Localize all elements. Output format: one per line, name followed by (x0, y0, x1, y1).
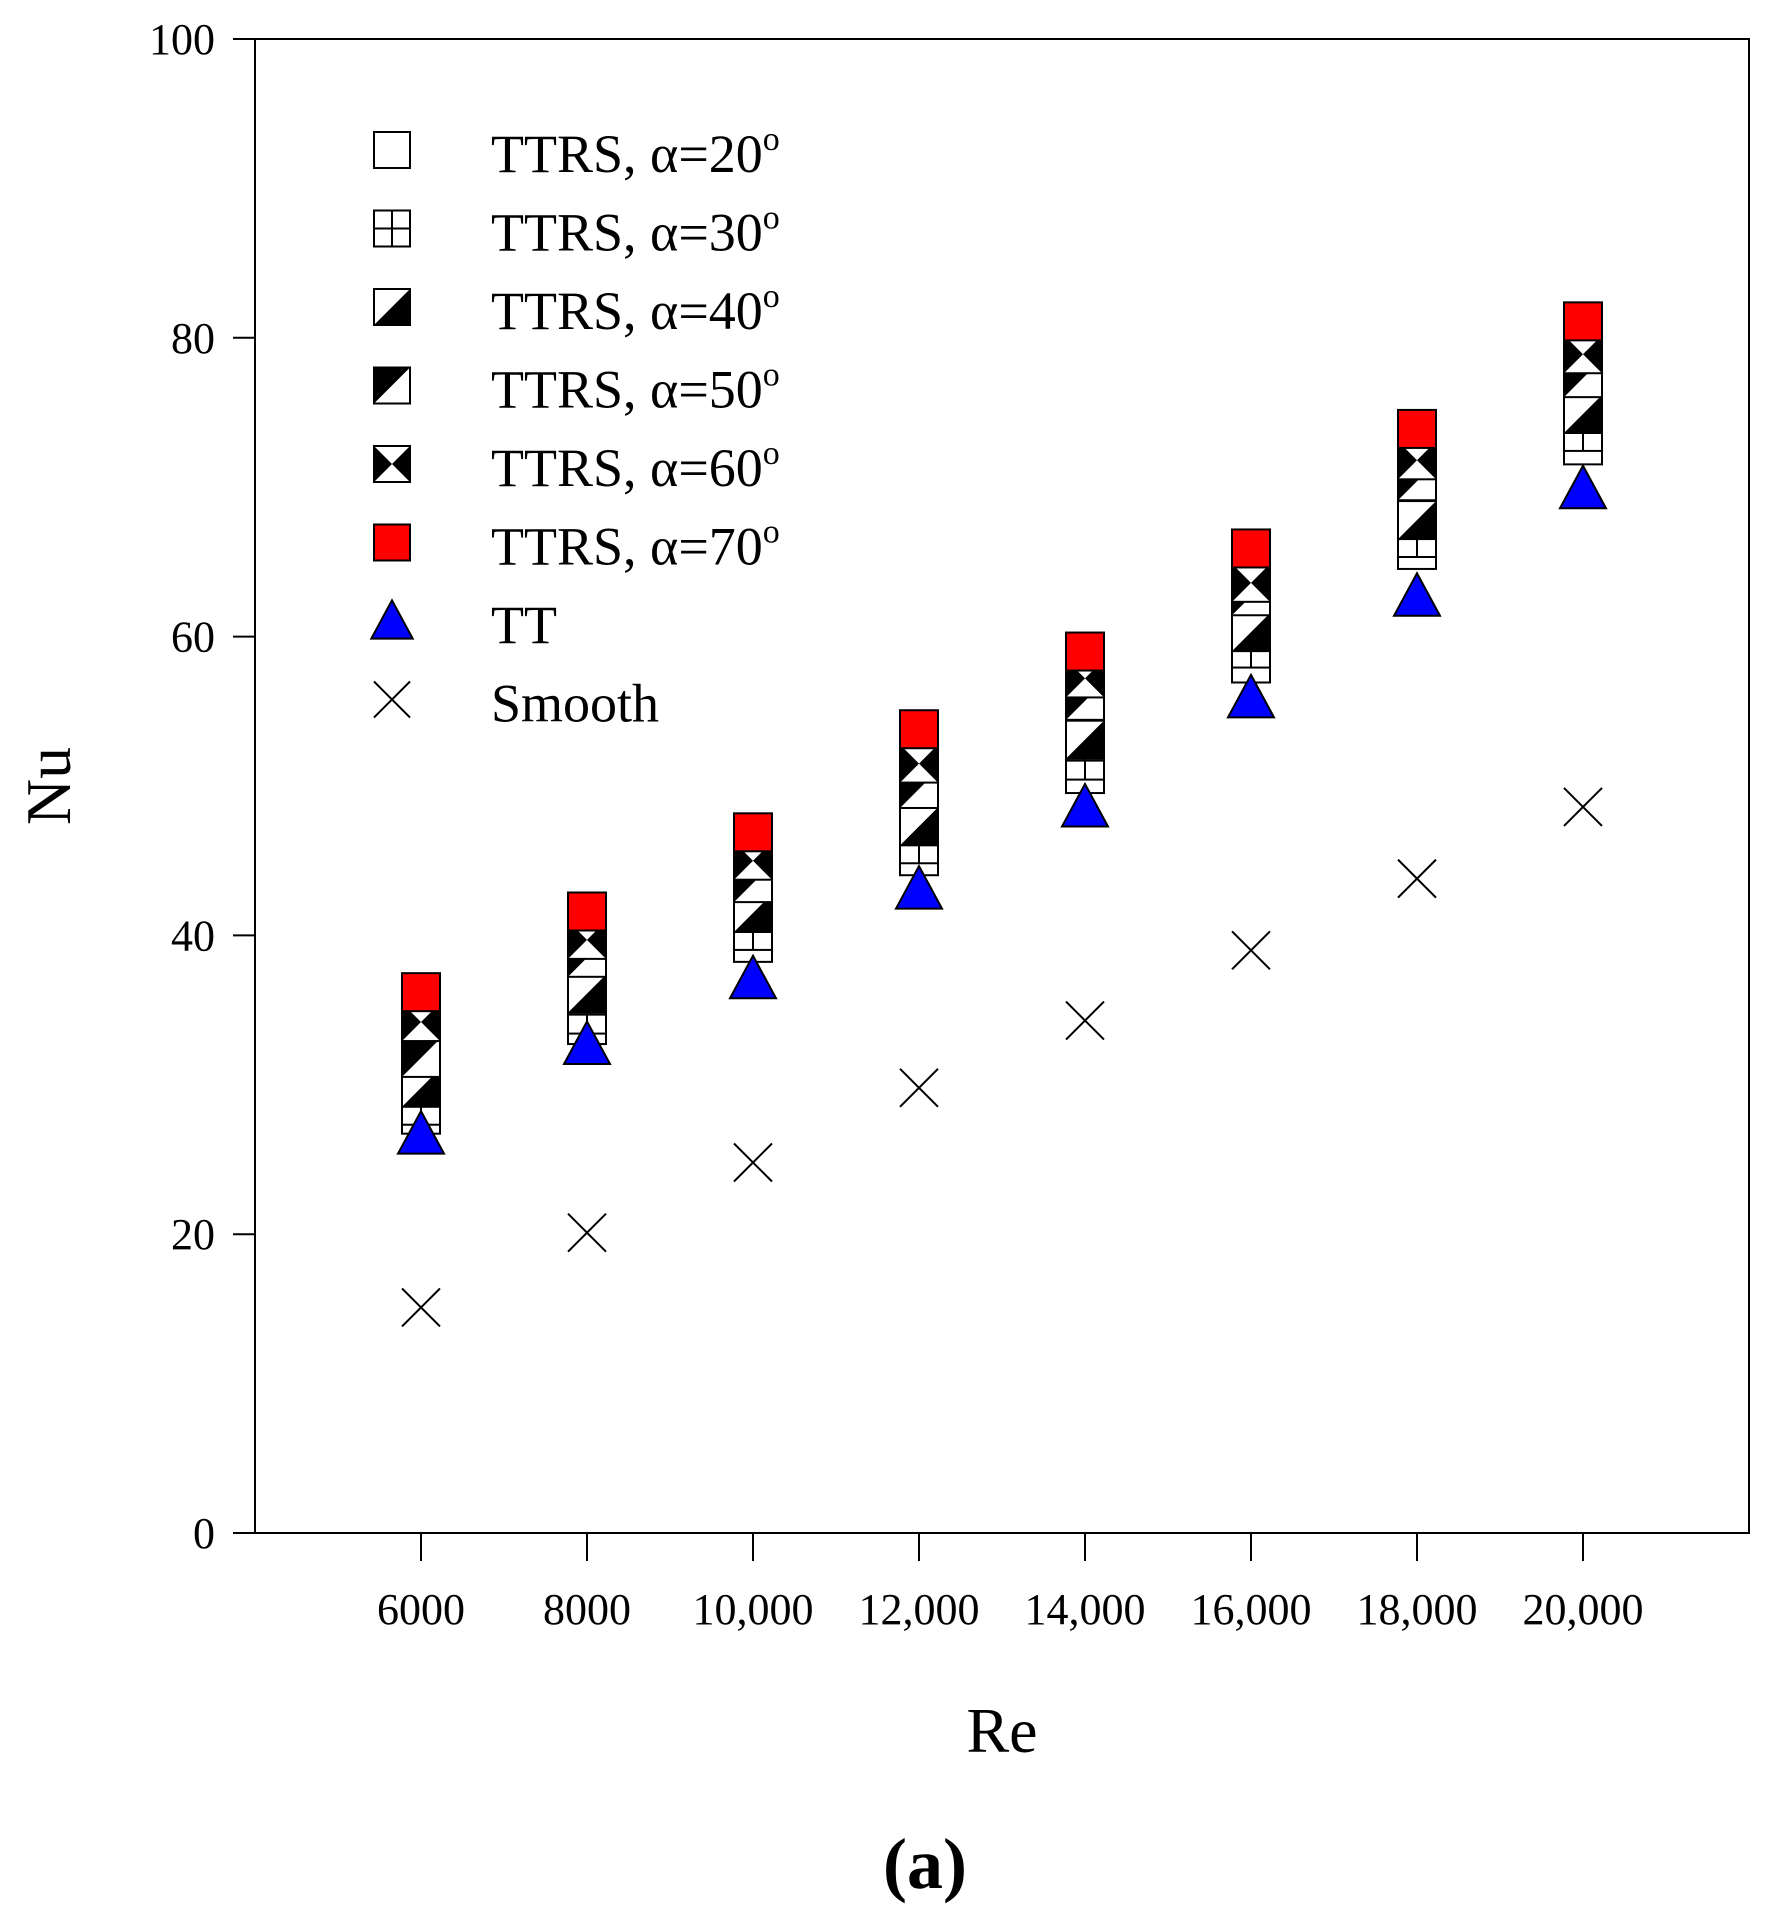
x-tick-label: 12,000 (859, 1585, 980, 1634)
legend-label-superscript: o (763, 278, 780, 315)
x-tick-label: 6000 (377, 1585, 465, 1634)
legend-label: Smooth (491, 674, 659, 734)
data-point (899, 806, 939, 847)
data-point (401, 1287, 441, 1328)
figure-caption: (a) (883, 1824, 967, 1904)
legend-label-text: TTRS, α=60 (491, 438, 763, 498)
legend-marker (373, 288, 411, 326)
data-point (733, 812, 773, 853)
data-point (1231, 930, 1271, 971)
legend-label: TTRS, α=60o (491, 435, 780, 498)
data-point (1231, 612, 1271, 653)
y-tick-label: 0 (193, 1509, 215, 1558)
data-point (733, 1142, 773, 1183)
legend-label-text: TTRS, α=50 (491, 360, 763, 420)
data-point (1231, 562, 1271, 603)
legend-label-superscript: o (763, 357, 780, 394)
y-tick-label: 40 (171, 911, 215, 960)
y-axis-title: Nu (13, 747, 84, 825)
legend-label: TT (491, 595, 557, 655)
legend-label: TTRS, α=40o (491, 278, 780, 341)
data-point (899, 1068, 939, 1108)
x-tick-label: 8000 (543, 1585, 631, 1634)
legend-label-text: TTRS, α=30 (491, 203, 763, 263)
data-point (1558, 463, 1608, 510)
legend-label-text: TTRS, α=20 (491, 124, 763, 184)
data-point (1563, 393, 1603, 434)
data-point (401, 1037, 441, 1078)
legend-marker (373, 131, 411, 169)
data-point (1231, 528, 1271, 569)
legend-label: TTRS, α=20o (491, 121, 780, 184)
data-point (899, 743, 939, 784)
legend-label-text: TTRS, α=70 (491, 517, 763, 577)
data-point (1065, 719, 1105, 760)
x-tick-label: 16,000 (1191, 1585, 1312, 1634)
legend-marker (373, 366, 411, 405)
data-point (1563, 334, 1603, 375)
x-tick-label: 20,000 (1523, 1585, 1644, 1634)
data-point (567, 1212, 607, 1253)
data-point (1397, 858, 1437, 899)
data-point (1065, 1000, 1105, 1041)
data-point (562, 1019, 612, 1066)
data-point (1397, 408, 1437, 449)
x-axis: 6000 8000 10,000 12,000 14,000 16,000 18,000 20… (377, 1533, 1644, 1634)
legend-label-superscript: o (763, 514, 780, 551)
data-point (1563, 301, 1603, 342)
y-tick-label: 100 (149, 15, 215, 64)
data-point (894, 863, 944, 910)
legend-marker (373, 445, 411, 483)
data-point (1397, 500, 1437, 541)
series-x (401, 787, 1603, 1328)
data-point (1060, 781, 1110, 828)
x-tick-label: 18,000 (1357, 1585, 1478, 1634)
data-point (567, 891, 607, 932)
series-triangle (396, 463, 1608, 1155)
y-axis: 0 20 40 60 80 100 (149, 15, 255, 1558)
x-tick-label: 10,000 (693, 1585, 814, 1634)
data-point (1563, 787, 1603, 827)
legend-marker (373, 680, 411, 719)
x-axis-title: Re (966, 1695, 1037, 1766)
legend-marker (369, 598, 415, 640)
legend-marker (373, 523, 411, 562)
data-point (899, 709, 939, 750)
legend-label-superscript: o (763, 435, 780, 472)
data-point (401, 972, 441, 1013)
legend-label-superscript: o (763, 121, 780, 158)
plot-frame (254, 38, 1750, 1534)
series-square-half-br (401, 393, 1603, 1108)
data-point (567, 973, 607, 1014)
y-tick-label: 60 (171, 613, 215, 662)
y-tick-label: 20 (171, 1210, 215, 1259)
legend-label-text: TT (491, 595, 557, 655)
data-point (728, 953, 778, 1000)
legend-label-text: TTRS, α=40 (491, 281, 763, 341)
legend-label: TTRS, α=30o (491, 200, 780, 263)
legend-label: TTRS, α=70o (491, 514, 780, 577)
data-point (1392, 571, 1442, 617)
data-point (396, 1108, 446, 1155)
legend-label-text: Smooth (491, 674, 659, 734)
x-tick-label: 14,000 (1025, 1585, 1146, 1634)
data-point (1065, 631, 1105, 672)
legend-label-superscript: o (763, 200, 780, 237)
data-point (1226, 672, 1276, 719)
y-tick-label: 80 (171, 314, 215, 363)
data-points (396, 301, 1608, 1328)
legend-label: TTRS, α=50o (491, 357, 780, 420)
series-square-filled (401, 301, 1603, 1013)
legend-marker (373, 209, 411, 248)
